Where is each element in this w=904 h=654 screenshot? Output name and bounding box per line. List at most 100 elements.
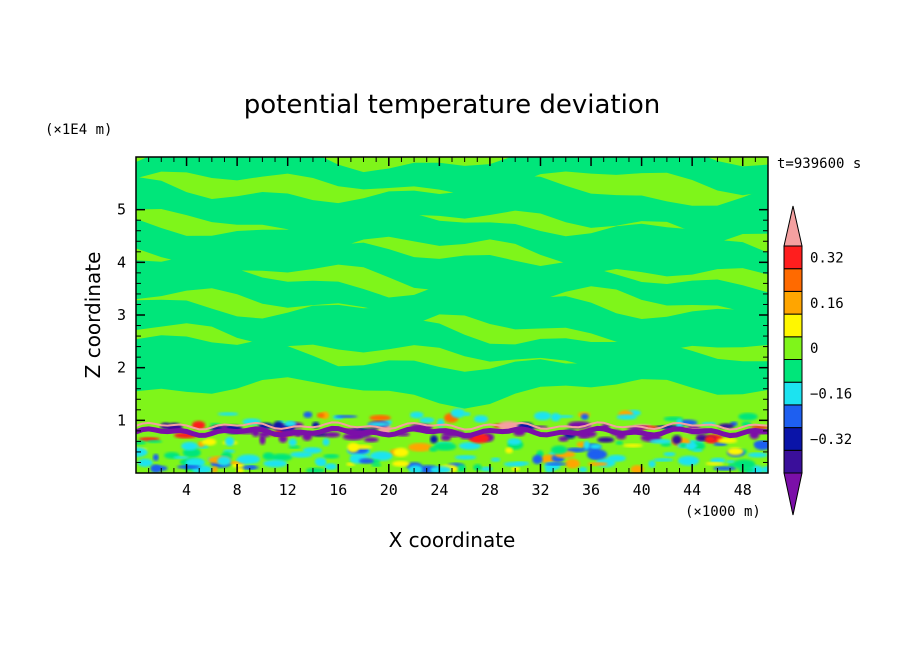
x-tick-label: 4 bbox=[182, 481, 191, 499]
contour-cell bbox=[237, 454, 261, 465]
contour-cell bbox=[583, 440, 590, 450]
x-tick-label: 12 bbox=[279, 481, 297, 499]
contour-cell bbox=[363, 437, 379, 443]
contour-cell bbox=[672, 435, 682, 445]
contour-cell bbox=[217, 412, 239, 416]
contour-cell bbox=[201, 438, 217, 446]
y-tick-label: 5 bbox=[117, 201, 126, 219]
contour-cell bbox=[217, 456, 231, 466]
contour-cell bbox=[247, 465, 256, 470]
contour-cell bbox=[505, 447, 513, 454]
contour-cell bbox=[288, 438, 297, 447]
colorbar-tick-label: 0.32 bbox=[810, 250, 844, 266]
contour-cell bbox=[369, 451, 393, 461]
contour-cell bbox=[545, 462, 567, 466]
contour-cell bbox=[347, 442, 360, 453]
contour-cell bbox=[430, 466, 452, 473]
contour-cell bbox=[433, 442, 457, 451]
colorbar-cell bbox=[783, 359, 803, 383]
contour-cell bbox=[738, 412, 758, 421]
colorbar-tick-label: 0.16 bbox=[810, 296, 844, 312]
contour-line bbox=[136, 425, 768, 439]
colorbar-cell bbox=[783, 404, 803, 429]
contour-cell bbox=[323, 454, 340, 459]
contour-cell bbox=[334, 415, 358, 419]
contour-cell bbox=[408, 465, 423, 473]
contour-cell bbox=[454, 455, 477, 460]
contour-cell bbox=[137, 458, 153, 467]
colorbar-cell bbox=[783, 245, 803, 270]
contour-cell bbox=[273, 421, 283, 430]
contour-cell bbox=[503, 461, 525, 467]
contour-cell bbox=[369, 414, 391, 421]
contour-cell bbox=[450, 408, 466, 418]
contour-cell bbox=[473, 464, 482, 471]
contour-cell bbox=[322, 438, 330, 446]
contour-cell bbox=[456, 464, 466, 473]
contour-cell bbox=[747, 452, 768, 458]
contour-cell bbox=[224, 436, 235, 447]
contour-cell bbox=[371, 463, 382, 467]
colorbar-cell bbox=[783, 268, 803, 292]
contour-cell bbox=[392, 460, 410, 467]
x-tick-label: 36 bbox=[582, 481, 600, 499]
contour-cell bbox=[211, 466, 218, 473]
contour-cell bbox=[176, 464, 201, 470]
contour-cell bbox=[532, 454, 543, 465]
y-tick-label: 1 bbox=[117, 411, 126, 429]
contour-cell bbox=[754, 441, 768, 451]
y-tick-label: 4 bbox=[117, 253, 126, 271]
contour-cell bbox=[663, 452, 676, 457]
x-tick-label: 8 bbox=[233, 481, 242, 499]
contour-band bbox=[136, 175, 768, 240]
contour-cell bbox=[409, 411, 424, 419]
contour-cell bbox=[152, 453, 159, 461]
colorbar-tick-label: −0.16 bbox=[810, 387, 852, 403]
contour-band bbox=[136, 157, 768, 196]
contour-cell bbox=[616, 414, 638, 420]
contour-cell bbox=[704, 435, 716, 443]
contour-cell bbox=[717, 438, 738, 444]
x-tick-label: 28 bbox=[481, 481, 499, 499]
x-axis: 4 8 12 16 20 24 28 32 36 40 44 48 bbox=[148, 157, 756, 499]
contour-cell bbox=[270, 453, 293, 461]
contour-cell bbox=[358, 458, 374, 464]
contour-cell bbox=[762, 466, 768, 473]
contour-cell bbox=[288, 445, 301, 449]
contour-cell bbox=[589, 444, 602, 449]
contour-cell bbox=[173, 455, 189, 460]
contour-cell bbox=[262, 452, 275, 460]
x-tick-label: 16 bbox=[329, 481, 347, 499]
contour-cell bbox=[305, 467, 325, 473]
colorbar-cell bbox=[783, 427, 803, 451]
x-tick-label: 32 bbox=[531, 481, 549, 499]
plot-area bbox=[136, 157, 768, 473]
y-tick-label: 2 bbox=[117, 359, 126, 377]
contour-cell bbox=[649, 439, 672, 444]
contour-cell bbox=[587, 462, 608, 467]
contour-cell bbox=[677, 455, 700, 466]
contour-cell bbox=[692, 448, 703, 453]
colorbar-tick-label: −0.32 bbox=[810, 432, 852, 448]
contour-cell bbox=[146, 440, 163, 444]
colorbar-cell bbox=[783, 381, 803, 406]
contour-cell bbox=[181, 441, 198, 451]
contour-cell bbox=[615, 440, 624, 445]
colorbar-cell bbox=[783, 313, 803, 338]
contour-cell bbox=[346, 462, 356, 467]
colorbar-cell bbox=[783, 336, 803, 360]
contour-cell bbox=[580, 413, 589, 420]
contour-cell bbox=[534, 411, 552, 421]
contour-cell bbox=[324, 463, 338, 470]
y-axis: 1 2 3 4 5 bbox=[117, 201, 768, 463]
contour-cell bbox=[597, 436, 615, 443]
y-tick-label: 3 bbox=[117, 306, 126, 324]
contour-cell bbox=[653, 458, 674, 462]
contour-cell bbox=[302, 447, 322, 454]
contour-cell bbox=[290, 451, 313, 458]
x-tick-label: 48 bbox=[734, 481, 752, 499]
contour-cell bbox=[430, 435, 438, 444]
contour-cell bbox=[679, 443, 687, 448]
colorbar-extend-high bbox=[783, 205, 803, 247]
